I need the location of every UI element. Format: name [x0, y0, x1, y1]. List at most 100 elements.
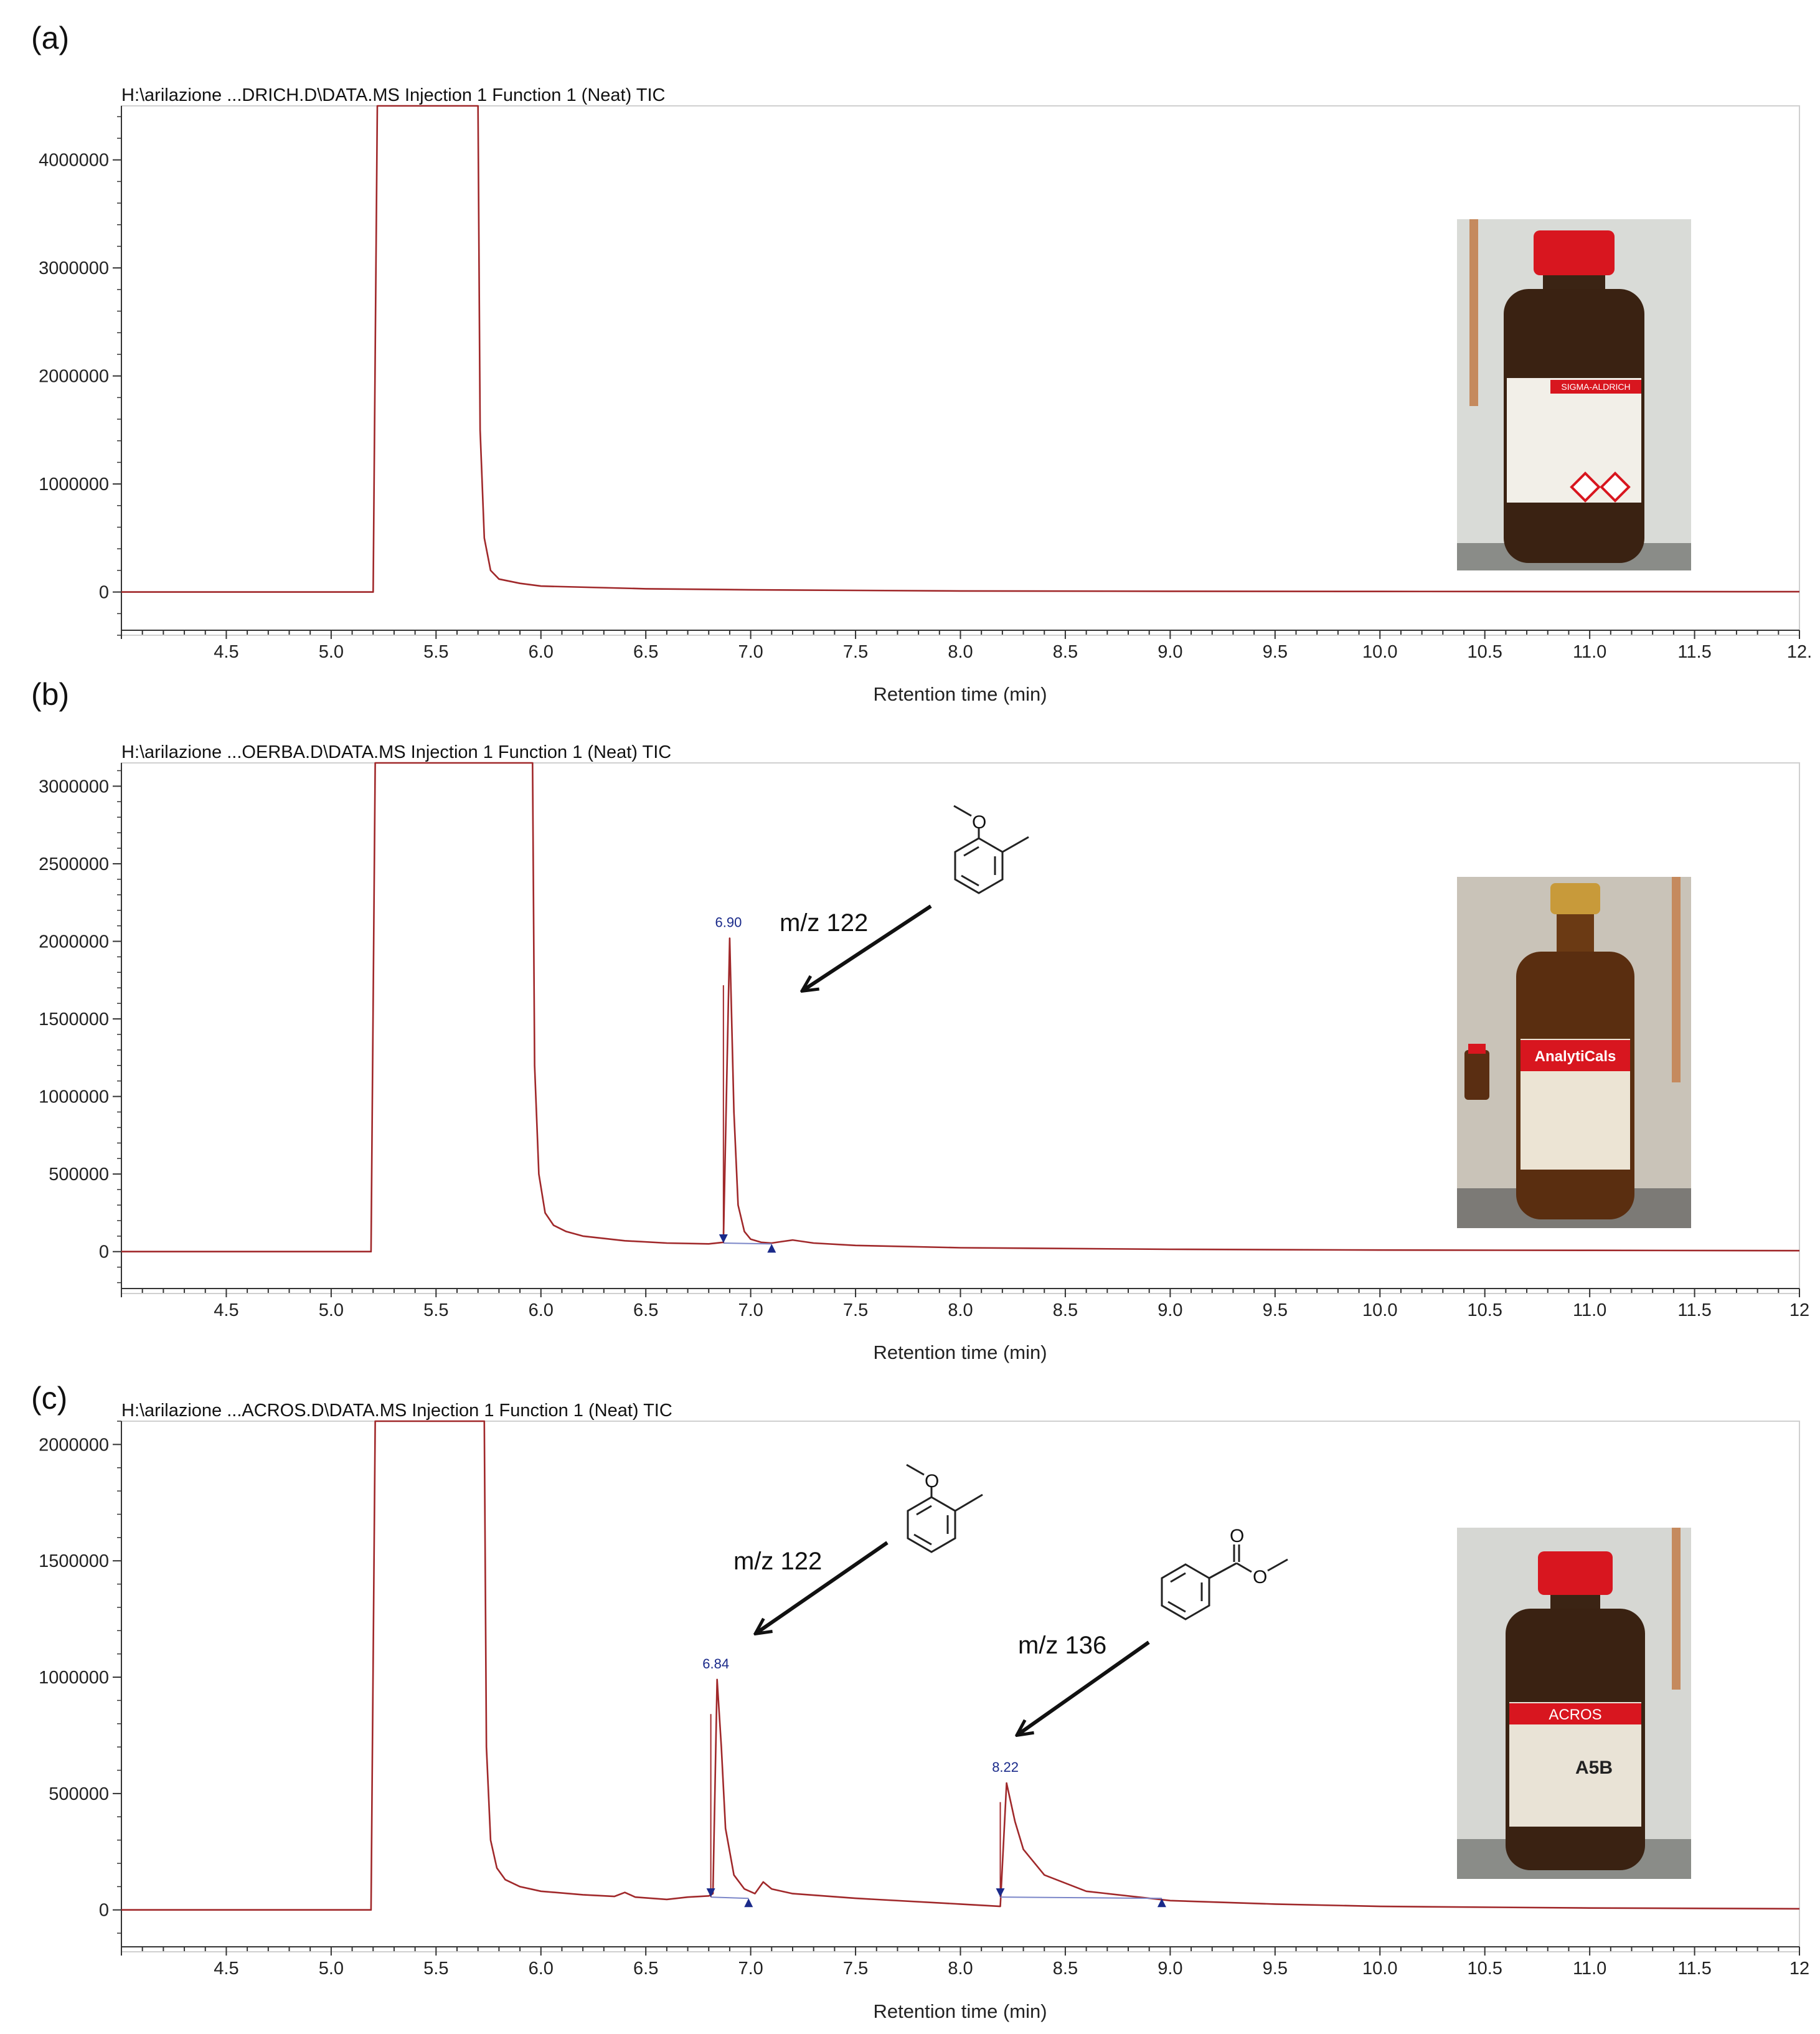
x-tick-label: 8.0 — [948, 1300, 973, 1320]
x-tick-label: 5.0 — [319, 1959, 344, 1979]
y-tick-label: 0 — [99, 1901, 109, 1921]
chart-title: H:\arilazione ...ACROS.D\DATA.MS Injecti… — [121, 1401, 672, 1421]
annotation-mz-122: m/z 122 O — [780, 805, 1029, 990]
peak-start-marker — [996, 1888, 1005, 1898]
x-tick-label: 11.5 — [1677, 642, 1711, 662]
integration-baseline — [1000, 1896, 1162, 1899]
bottle-label-band — [1550, 380, 1641, 394]
peak-end-marker — [767, 1244, 776, 1253]
chart-title: H:\arilazione ...DRICH.D\DATA.MS Injecti… — [121, 85, 666, 105]
x-tick-label: 10.5 — [1467, 1300, 1502, 1320]
bottle-photo: SIGMA-ALDRICH — [1457, 219, 1691, 570]
x-tick-label: 7.0 — [738, 1300, 763, 1320]
axes: 4.5 5.0 5.5 6.0 6.5 7.0 7.5 8.0 8.5 9.0 9.5 10.0 10.… — [39, 763, 1809, 1320]
x-tick-label: 11.0 — [1573, 642, 1606, 662]
oxygen-atom-label: O — [925, 1471, 939, 1492]
y-tick-label: 3000000 — [39, 777, 109, 797]
x-tick-label: 10.5 — [1467, 1959, 1502, 1979]
peak-retention-label: 6.84 — [702, 1656, 729, 1672]
peak-retention-label: 8.22 — [992, 1759, 1019, 1775]
x-tick-label: 8.0 — [948, 1959, 973, 1979]
annotation-mz-122: m/z 122 O — [733, 1464, 983, 1633]
annotation-mz-136: m/z 136 O O — [1018, 1526, 1288, 1734]
x-tick-label: 6.5 — [633, 1300, 658, 1320]
x-tick-label: 12 — [1789, 1300, 1809, 1320]
x-tick-label: 10.5 — [1467, 642, 1502, 662]
small-bottle-cap — [1468, 1044, 1486, 1054]
annotation-arrow — [1018, 1640, 1150, 1734]
bottle-label-band — [1521, 1040, 1630, 1071]
y-tick-label: 1000000 — [39, 1087, 109, 1107]
tic-trace — [121, 1420, 1800, 1911]
x-axis-label: Retention time (min) — [873, 1341, 1047, 1363]
peak-start-marker — [706, 1888, 715, 1898]
panel-letter: (a) — [31, 21, 69, 55]
mz-label: m/z 122 — [733, 1548, 822, 1575]
annotation-arrow — [803, 904, 932, 990]
tic-trace — [121, 105, 1800, 593]
y-tick-label: 500000 — [49, 1784, 109, 1804]
x-tick-label: 9.5 — [1263, 642, 1288, 662]
x-tick-label: 11.0 — [1573, 1300, 1606, 1320]
x-tick-label: 11.0 — [1573, 1959, 1606, 1979]
x-tick-label: 8.5 — [1053, 642, 1078, 662]
x-tick-label: 10.0 — [1362, 1959, 1397, 1979]
x-axis-label: Retention time (min) — [873, 683, 1047, 705]
photo-tubing — [1672, 877, 1681, 1082]
methoxytoluene-structure — [953, 805, 1029, 894]
x-tick-label: 9.0 — [1158, 1959, 1182, 1979]
x-tick-label: 4.5 — [214, 642, 238, 662]
x-tick-label: 8.5 — [1053, 1300, 1078, 1320]
y-tick-label: 1000000 — [39, 475, 109, 494]
y-tick-label: 2500000 — [39, 854, 109, 874]
x-tick-label: 5.5 — [423, 1959, 448, 1979]
panel-letter: (c) — [31, 1381, 67, 1416]
bottle-brand-text: AnalytiCals — [1535, 1048, 1616, 1065]
axes: 4.5 5.0 5.5 6.0 6.5 7.0 7.5 8.0 8.5 9.0 9.5 10.0 10.… — [39, 106, 1812, 662]
x-tick-label: 7.0 — [738, 642, 763, 662]
y-tick-label: 0 — [99, 583, 109, 603]
x-tick-label: 9.0 — [1158, 642, 1182, 662]
bottle-cap — [1534, 230, 1615, 275]
panel-c: (c) H:\arilazione ...ACROS.D\DATA.MS Inj… — [31, 1381, 1809, 2022]
bottle-photo: AnalytiCals — [1457, 877, 1691, 1228]
bottle-brand-text: ACROS — [1549, 1706, 1601, 1723]
bottle-label-band — [1509, 1703, 1641, 1724]
x-tick-label: 6.0 — [529, 642, 554, 662]
y-tick-label: 1500000 — [39, 1551, 109, 1571]
x-tick-label: 11.5 — [1677, 1300, 1711, 1320]
photo-tubing — [1469, 219, 1478, 406]
x-tick-label: 6.5 — [633, 1959, 658, 1979]
x-tick-label: 10.0 — [1362, 642, 1397, 662]
carbonyl-oxygen-label: O — [1230, 1526, 1244, 1546]
x-tick-label: 7.0 — [738, 1959, 763, 1979]
x-tick-label: 4.5 — [214, 1959, 238, 1979]
x-tick-label: 7.5 — [843, 642, 868, 662]
bottle-cap — [1550, 883, 1600, 914]
x-tick-label: 8.0 — [948, 642, 973, 662]
peak-end-marker — [1157, 1898, 1166, 1908]
bottle-photo: ACROS A5B — [1457, 1528, 1691, 1879]
x-tick-label: 5.0 — [319, 642, 344, 662]
methoxytoluene-structure — [906, 1464, 983, 1553]
chart-title: H:\arilazione ...OERBA.D\DATA.MS Injecti… — [121, 742, 671, 762]
y-tick-label: 4000000 — [39, 151, 109, 171]
bottle-brand-text: SIGMA-ALDRICH — [1561, 382, 1630, 392]
x-tick-label: 10.0 — [1362, 1300, 1397, 1320]
x-tick-label: 6.0 — [529, 1959, 554, 1979]
y-tick-label: 1000000 — [39, 1668, 109, 1688]
mz-label: m/z 122 — [780, 909, 868, 937]
peak-end-marker — [744, 1898, 753, 1908]
peak-markers: 6.90 — [715, 915, 776, 1253]
x-tick-label: 6.0 — [529, 1300, 554, 1320]
x-axis-label: Retention time (min) — [873, 2000, 1047, 2022]
y-tick-label: 3000000 — [39, 258, 109, 278]
oxygen-atom-label: O — [972, 812, 986, 833]
y-tick-label: 500000 — [49, 1165, 109, 1185]
small-bottle — [1464, 1050, 1489, 1100]
x-tick-label: 7.5 — [843, 1300, 868, 1320]
y-tick-label: 1500000 — [39, 1010, 109, 1029]
panel-b: (b) H:\arilazione ...OERBA.D\DATA.MS Inj… — [31, 677, 1809, 1363]
x-tick-label: 6.5 — [633, 642, 658, 662]
x-tick-label: 12. — [1787, 642, 1812, 662]
